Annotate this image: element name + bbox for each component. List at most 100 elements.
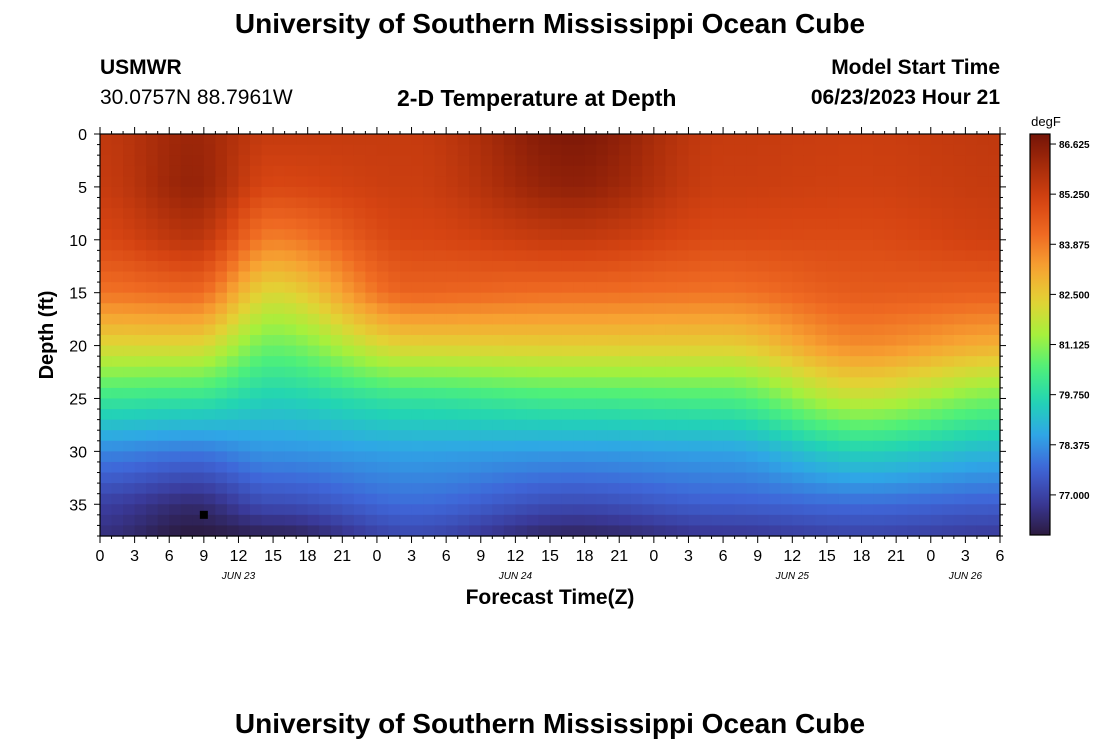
heatmap-cell (596, 398, 609, 410)
heatmap-cell (423, 155, 436, 167)
heatmap-cell (665, 271, 678, 283)
heatmap-cell (653, 366, 666, 378)
heatmap-cell (711, 324, 724, 336)
heatmap-cell (284, 356, 297, 368)
heatmap-cell (261, 377, 274, 389)
heatmap-cell (596, 292, 609, 304)
heatmap-cell (826, 271, 840, 283)
heatmap-cell (250, 398, 263, 410)
heatmap-cell (238, 356, 251, 368)
heatmap-cell (492, 525, 505, 537)
heatmap-cell (250, 377, 263, 389)
heatmap-cell (192, 493, 205, 505)
heatmap-cell (884, 451, 897, 463)
heatmap-cell (607, 282, 620, 294)
heatmap-cell (492, 440, 505, 452)
heatmap-cell (988, 134, 1001, 146)
heatmap-cell (734, 144, 747, 156)
heatmap-cell (353, 461, 366, 474)
heatmap-cell (261, 303, 274, 315)
heatmap-cell (873, 303, 886, 315)
heatmap-cell (261, 483, 274, 495)
heatmap-cell (803, 176, 816, 188)
heatmap-cell (365, 366, 378, 378)
heatmap-cell (365, 345, 378, 357)
heatmap-cell (988, 324, 1001, 336)
heatmap-cell (434, 218, 447, 230)
heatmap-cell (457, 155, 470, 167)
heatmap-cell (757, 186, 770, 199)
heatmap-cell (930, 430, 943, 442)
x-tick-label: 15 (818, 548, 836, 565)
heatmap-cell (492, 303, 505, 315)
x-tick-label: 21 (333, 548, 351, 565)
heatmap-cell (307, 165, 320, 177)
heatmap-cell (411, 250, 424, 262)
heatmap-cell (965, 239, 978, 251)
heatmap-cell (469, 292, 482, 304)
heatmap-cell (215, 377, 228, 389)
heatmap-cell (238, 186, 251, 199)
heatmap-cell (180, 345, 193, 357)
heatmap-cell (526, 324, 540, 336)
heatmap-cell (342, 229, 355, 241)
heatmap-cell (919, 271, 932, 283)
heatmap-cell (469, 335, 482, 347)
heatmap-cell (192, 504, 205, 516)
heatmap-cell (884, 176, 897, 188)
heatmap-cell (296, 451, 309, 463)
heatmap-cell (780, 483, 793, 495)
heatmap-cell (884, 313, 897, 326)
model-start-time: 06/23/2023 Hour 21 (810, 86, 1000, 109)
heatmap-cell (215, 514, 228, 527)
heatmap-cell (919, 366, 932, 378)
heatmap-cell (203, 218, 216, 230)
heatmap-cell (769, 356, 782, 368)
heatmap-cell (988, 260, 1001, 273)
heatmap-cell (238, 313, 251, 326)
heatmap-cell (480, 430, 493, 442)
heatmap-cell (446, 324, 459, 336)
heatmap-cell (596, 387, 609, 400)
heatmap-cell (850, 483, 863, 495)
heatmap-cell (653, 377, 666, 389)
heatmap-cell (111, 472, 124, 484)
heatmap-cell (676, 419, 690, 431)
heatmap-cell (653, 483, 666, 495)
heatmap-cell (746, 250, 759, 262)
heatmap-cell (700, 134, 713, 146)
day-label: JUN 24 (498, 571, 533, 582)
heatmap-cell (273, 430, 286, 442)
heatmap-cell (503, 197, 516, 209)
heatmap-cell (284, 250, 297, 262)
heatmap-cell (630, 525, 643, 537)
heatmap-cell (630, 493, 643, 505)
heatmap-cell (988, 483, 1001, 495)
heatmap-cell (434, 144, 447, 156)
heatmap-cell (307, 472, 320, 484)
heatmap-cell (307, 430, 320, 442)
heatmap-cell (607, 134, 620, 146)
heatmap-cell (907, 483, 920, 495)
heatmap-cell (976, 155, 990, 167)
heatmap-cell (826, 387, 840, 400)
heatmap-cell (746, 176, 759, 188)
heatmap-cell (850, 313, 863, 326)
heatmap-cell (976, 514, 990, 527)
heatmap-cell (203, 493, 216, 505)
heatmap-cell (711, 176, 724, 188)
heatmap-cell (538, 419, 551, 431)
heatmap-cell (676, 208, 690, 220)
heatmap-cell (896, 176, 909, 188)
heatmap-cell (642, 282, 655, 294)
heatmap-cell (584, 377, 597, 389)
heatmap-cell (411, 303, 424, 315)
heatmap-cell (676, 229, 690, 241)
heatmap-cell (434, 440, 447, 452)
heatmap-cell (907, 208, 920, 220)
heatmap-cell (319, 239, 332, 251)
heatmap-cell (642, 398, 655, 410)
heatmap-cell (192, 282, 205, 294)
heatmap-cell (100, 218, 113, 230)
heatmap-cell (411, 504, 424, 516)
